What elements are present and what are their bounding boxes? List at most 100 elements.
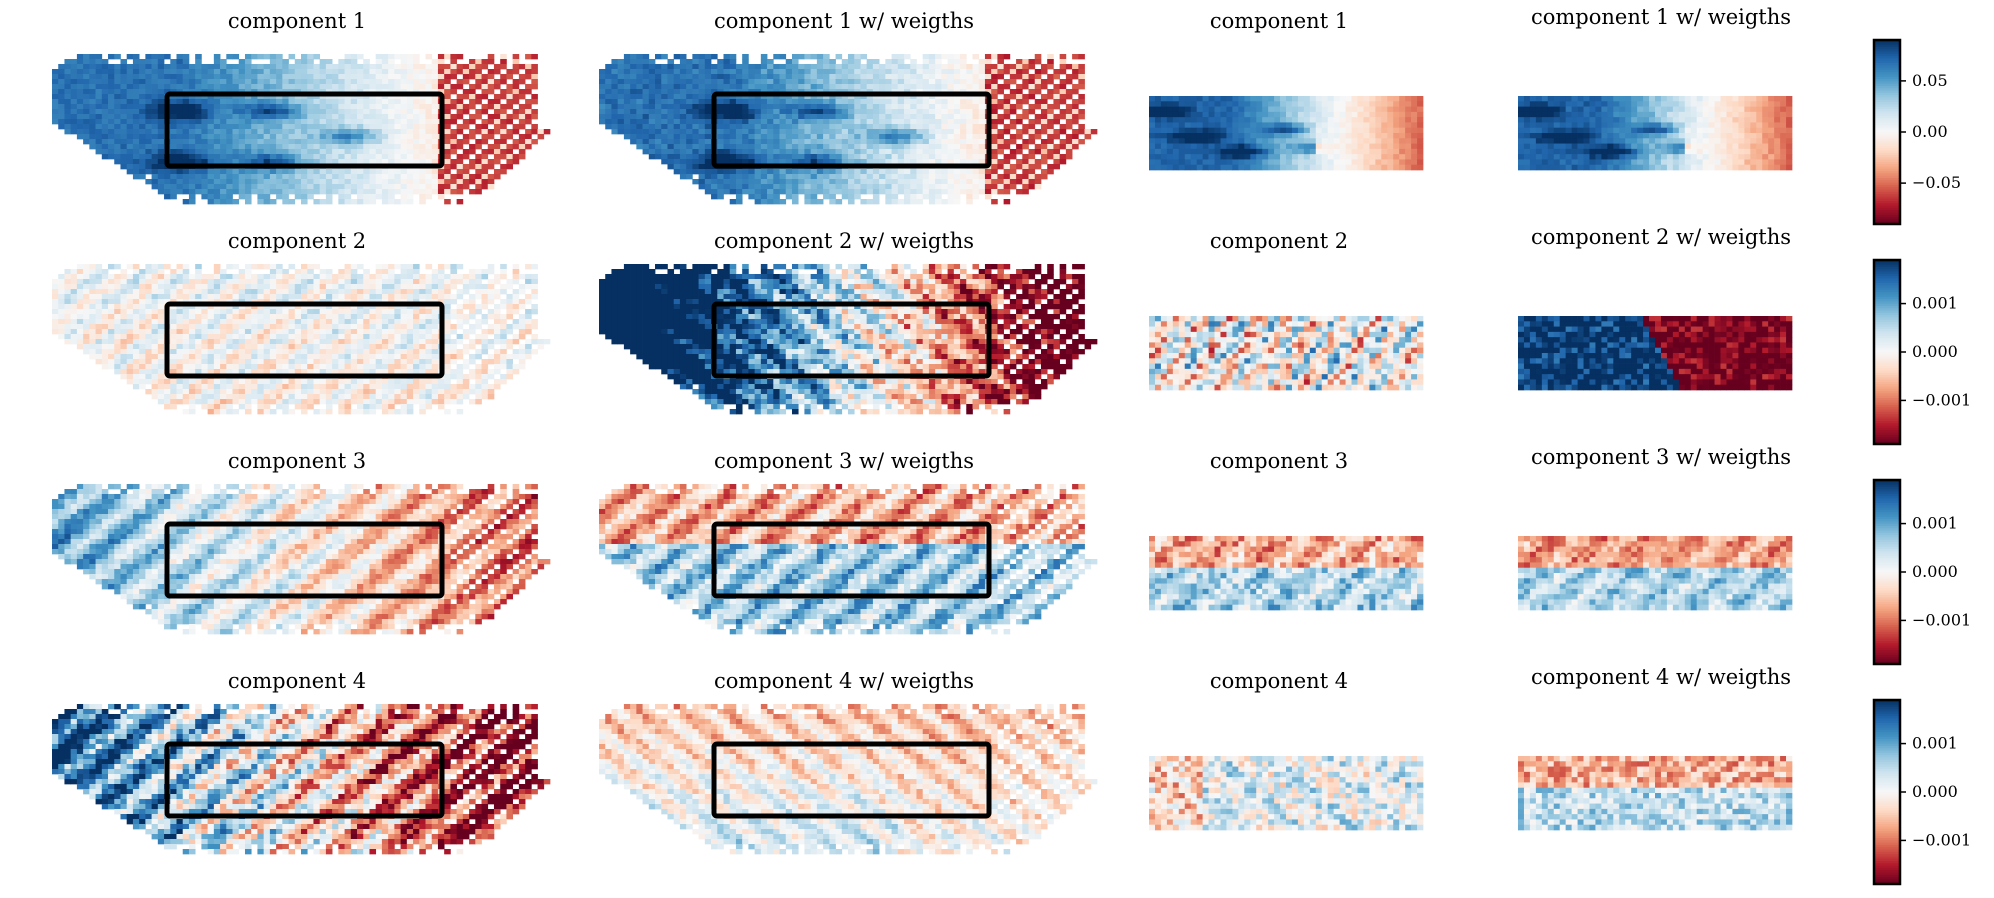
heatmap-cell: [214, 169, 221, 174]
heatmap-cell: [1726, 112, 1732, 118]
heatmap-cell: [369, 79, 376, 84]
heatmap-cell: [413, 99, 420, 104]
heatmap-cell: [1167, 154, 1173, 160]
heatmap-cell: [1004, 129, 1011, 134]
heatmap-cell: [973, 124, 980, 129]
heatmap-cell: [954, 139, 961, 144]
heatmap-cell: [114, 134, 121, 139]
heatmap-cell: [307, 179, 314, 184]
colorbar-segment: [1874, 146, 1900, 149]
heatmap-cell: [1185, 133, 1191, 139]
heatmap-cell: [910, 149, 917, 154]
heatmap-cell: [89, 109, 96, 114]
heatmap-cell: [1238, 112, 1244, 118]
heatmap-cell: [519, 149, 526, 154]
heatmap-cell: [475, 114, 482, 119]
heatmap-cell: [1004, 164, 1011, 169]
heatmap-cell: [873, 189, 880, 194]
heatmap-cell: [326, 104, 333, 109]
colorbar-segment: [1874, 111, 1900, 114]
heatmap-cell: [382, 174, 389, 179]
heatmap-cell: [1780, 117, 1786, 123]
heatmap-cell: [1016, 174, 1023, 179]
heatmap-cell: [382, 179, 389, 184]
heatmap-cell: [52, 84, 59, 89]
heatmap-cell: [338, 84, 345, 89]
heatmap-cell: [1625, 133, 1631, 139]
heatmap-cell: [500, 114, 507, 119]
heatmap-cell: [1173, 149, 1179, 155]
heatmap-cell: [301, 134, 308, 139]
heatmap-cell: [1369, 138, 1375, 144]
heatmap-cell: [655, 119, 662, 124]
heatmap-cell: [941, 109, 948, 114]
heatmap-cell: [773, 79, 780, 84]
heatmap-cell: [910, 154, 917, 159]
heatmap-cell: [773, 144, 780, 149]
heatmap-cell: [64, 129, 71, 134]
heatmap-cell: [245, 64, 252, 69]
heatmap-cell: [898, 69, 905, 74]
heatmap-cell: [233, 119, 240, 124]
heatmap-cell: [767, 69, 774, 74]
heatmap-cell: [873, 59, 880, 64]
colorbar-segment: [1874, 150, 1900, 153]
heatmap-cell: [1022, 124, 1029, 129]
heatmap-cell: [338, 134, 345, 139]
heatmap-cell: [488, 84, 495, 89]
heatmap-cell: [692, 109, 699, 114]
heatmap-cell: [836, 129, 843, 134]
heatmap-cell: [519, 74, 526, 79]
heatmap-cell: [1232, 128, 1238, 134]
heatmap-cell: [773, 54, 780, 59]
heatmap-cell: [1022, 59, 1029, 64]
heatmap-cell: [1726, 122, 1732, 128]
heatmap-cell: [251, 124, 258, 129]
heatmap-cell: [1340, 122, 1346, 128]
heatmap-cell: [264, 199, 271, 204]
heatmap-cell: [935, 84, 942, 89]
heatmap-cell: [1352, 122, 1358, 128]
heatmap-cell: [829, 114, 836, 119]
heatmap-cell: [929, 69, 936, 74]
heatmap-cell: [233, 74, 240, 79]
heatmap-cell: [792, 104, 799, 109]
heatmap-cell: [158, 119, 165, 124]
heatmap-cell: [195, 109, 202, 114]
heatmap-cell: [432, 119, 439, 124]
heatmap-cell: [177, 189, 184, 194]
heatmap-cell: [829, 179, 836, 184]
heatmap-cell: [152, 94, 159, 99]
heatmap-cell: [997, 164, 1004, 169]
heatmap-cell: [1203, 159, 1209, 165]
heatmap-cell: [823, 69, 830, 74]
heatmap-cell: [736, 199, 743, 204]
heatmap-cell: [1256, 128, 1262, 134]
heatmap-cell: [1744, 117, 1750, 123]
heatmap-cell: [1643, 133, 1649, 139]
heatmap-cell: [848, 64, 855, 69]
heatmap-cell: [1405, 133, 1411, 139]
heatmap-cell: [705, 59, 712, 64]
heatmap-cell: [1035, 119, 1042, 124]
heatmap-cell: [860, 99, 867, 104]
heatmap-cell: [1004, 184, 1011, 189]
heatmap-cell: [1262, 107, 1268, 113]
heatmap-cell: [674, 169, 681, 174]
heatmap-cell: [755, 109, 762, 114]
heatmap-cell: [680, 104, 687, 109]
heatmap-cell: [1161, 112, 1167, 118]
heatmap-cell: [954, 64, 961, 69]
heatmap-cell: [667, 154, 674, 159]
heatmap-cell: [867, 114, 874, 119]
heatmap-cell: [1619, 133, 1625, 139]
heatmap-cell: [245, 149, 252, 154]
heatmap-cell: [1238, 96, 1244, 102]
heatmap-cell: [1035, 59, 1042, 64]
heatmap-cell: [301, 69, 308, 74]
heatmap-cell: [158, 149, 165, 154]
heatmap-cell: [792, 129, 799, 134]
heatmap-cell: [973, 74, 980, 79]
heatmap-cell: [960, 74, 967, 79]
heatmap-cell: [120, 99, 127, 104]
